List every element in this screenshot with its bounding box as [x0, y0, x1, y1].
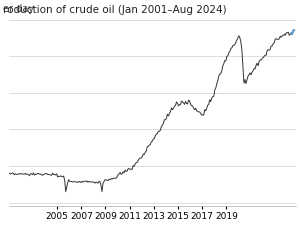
- Text: roduction of crude oil (Jan 2001–Aug 2024): roduction of crude oil (Jan 2001–Aug 202…: [3, 5, 227, 15]
- Text: er day: er day: [3, 4, 34, 14]
